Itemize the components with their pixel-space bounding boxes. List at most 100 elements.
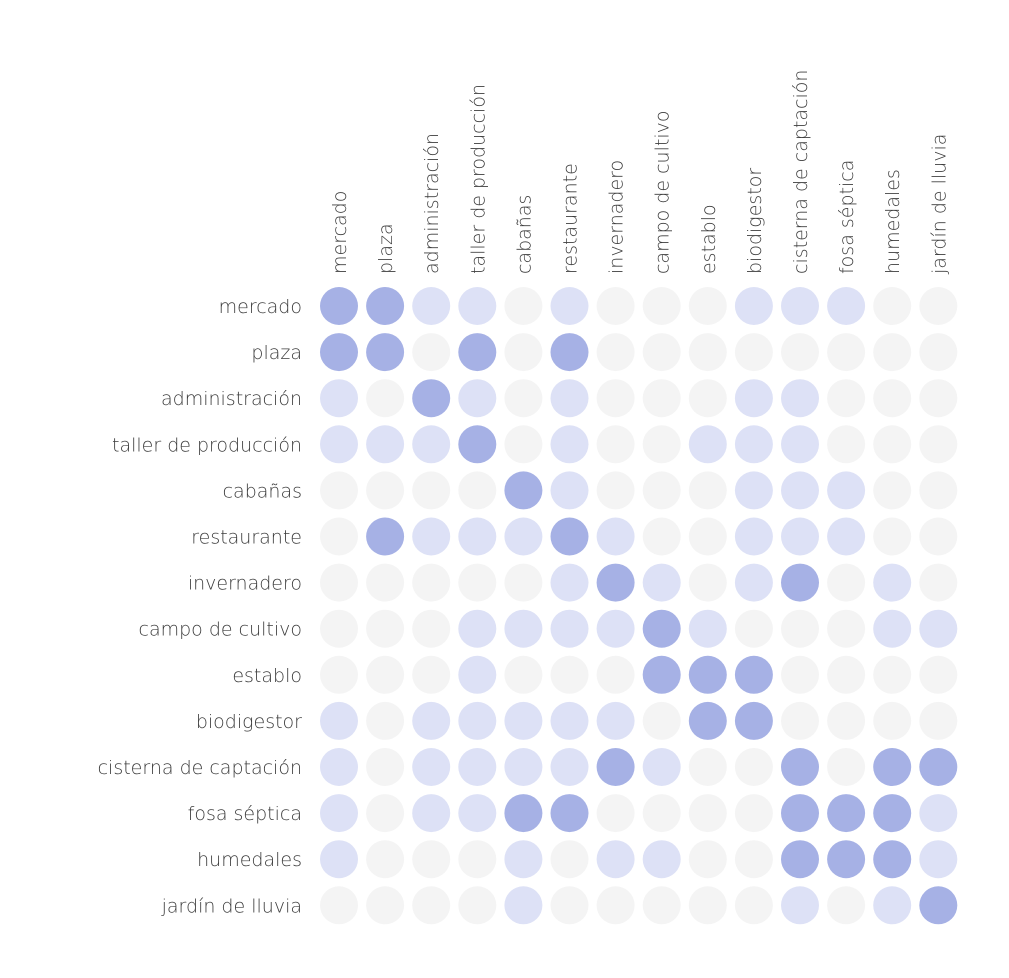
- cell-restaurante-x-campo-de-cultivo: [642, 517, 681, 556]
- cell-invernadero-x-taller-de-produccion: [458, 563, 497, 602]
- cell-biodigestor-x-cabanas: [504, 701, 543, 740]
- cell-administracion-x-administracion: [412, 379, 451, 418]
- cell-establo-x-biodigestor: [734, 655, 773, 694]
- cell-campo-de-cultivo-x-plaza: [366, 609, 405, 648]
- cell-plaza-x-cabanas: [504, 333, 543, 372]
- cell-cisterna-de-captacion-x-establo: [688, 748, 727, 786]
- cell-restaurante-x-fosa-septica: [827, 517, 866, 556]
- row-label-invernadero: invernadero: [188, 573, 302, 595]
- cell-campo-de-cultivo-x-restaurante: [550, 609, 589, 648]
- cell-restaurante-x-cisterna-de-captacion: [781, 517, 819, 556]
- cell-taller-de-produccion-x-plaza: [366, 425, 405, 464]
- cell-administracion-x-plaza: [366, 379, 405, 418]
- row-label-campo-de-cultivo: campo de cultivo: [139, 619, 302, 641]
- cell-establo-x-humedales: [873, 655, 912, 694]
- cell-cabanas-x-administracion: [412, 471, 451, 510]
- cell-humedales-x-plaza: [366, 840, 405, 879]
- row-label-mercado: mercado: [219, 296, 302, 318]
- cell-fosa-septica-x-establo: [688, 794, 727, 833]
- cell-cisterna-de-captacion-x-cabanas: [504, 748, 543, 786]
- cell-mercado-x-restaurante: [550, 287, 589, 325]
- cell-fosa-septica-x-jardin-de-lluvia: [919, 794, 958, 833]
- cell-fosa-septica-x-plaza: [366, 794, 405, 833]
- cell-invernadero-x-fosa-septica: [827, 563, 866, 602]
- cell-administracion-x-mercado: [320, 379, 358, 418]
- cell-plaza-x-campo-de-cultivo: [642, 333, 681, 372]
- cell-fosa-septica-x-cabanas: [504, 794, 543, 833]
- cell-cisterna-de-captacion-x-administracion: [412, 748, 451, 786]
- row-label-restaurante: restaurante: [191, 527, 302, 549]
- cell-fosa-septica-x-campo-de-cultivo: [642, 794, 681, 833]
- cell-plaza-x-cisterna-de-captacion: [781, 333, 819, 372]
- cell-invernadero-x-administracion: [412, 563, 451, 602]
- row-label-biodigestor: biodigestor: [196, 711, 302, 733]
- cell-plaza-x-plaza: [366, 333, 405, 372]
- cell-mercado-x-campo-de-cultivo: [642, 287, 681, 325]
- cell-fosa-septica-x-taller-de-produccion: [458, 794, 497, 833]
- cell-taller-de-produccion-x-restaurante: [550, 425, 589, 464]
- cell-restaurante-x-mercado: [320, 517, 358, 556]
- cell-invernadero-x-restaurante: [550, 563, 589, 602]
- cell-administracion-x-cisterna-de-captacion: [781, 379, 819, 418]
- cell-mercado-x-establo: [688, 287, 727, 325]
- cell-plaza-x-establo: [688, 333, 727, 372]
- cell-jardin-de-lluvia-x-taller-de-produccion: [458, 886, 497, 925]
- cell-jardin-de-lluvia-x-restaurante: [550, 886, 589, 925]
- cell-campo-de-cultivo-x-biodigestor: [734, 609, 773, 648]
- cell-cisterna-de-captacion-x-taller-de-produccion: [458, 748, 497, 786]
- cell-cabanas-x-restaurante: [550, 471, 589, 510]
- matrix-cells: [320, 287, 958, 925]
- column-label-cabanas: cabañas: [513, 195, 535, 274]
- cell-cisterna-de-captacion-x-restaurante: [550, 748, 589, 786]
- cell-jardin-de-lluvia-x-administracion: [412, 886, 451, 925]
- cell-taller-de-produccion-x-mercado: [320, 425, 358, 464]
- cell-establo-x-campo-de-cultivo: [642, 655, 681, 694]
- cell-cabanas-x-fosa-septica: [827, 471, 866, 510]
- row-label-humedales: humedales: [197, 849, 302, 871]
- cell-administracion-x-humedales: [873, 379, 912, 418]
- row-label-cisterna-de-captacion: cisterna de captación: [98, 757, 302, 779]
- row-label-taller-de-produccion: taller de producción: [112, 434, 302, 456]
- column-label-cisterna-de-captacion: cisterna de captación: [790, 70, 812, 274]
- cell-taller-de-produccion-x-administracion: [412, 425, 451, 464]
- cell-plaza-x-humedales: [873, 333, 912, 372]
- cell-taller-de-produccion-x-biodigestor: [734, 425, 773, 464]
- cell-campo-de-cultivo-x-cabanas: [504, 609, 543, 648]
- cell-humedales-x-humedales: [873, 840, 912, 879]
- cell-humedales-x-cabanas: [504, 840, 543, 879]
- cell-jardin-de-lluvia-x-campo-de-cultivo: [642, 886, 681, 925]
- row-label-establo: establo: [232, 665, 302, 687]
- column-label-humedales: humedales: [882, 169, 904, 274]
- cell-taller-de-produccion-x-invernadero: [596, 425, 635, 464]
- cell-cabanas-x-mercado: [320, 471, 358, 510]
- cell-fosa-septica-x-fosa-septica: [827, 794, 866, 833]
- cell-restaurante-x-taller-de-produccion: [458, 517, 497, 556]
- cell-mercado-x-taller-de-produccion: [458, 287, 497, 325]
- cell-cisterna-de-captacion-x-plaza: [366, 748, 405, 786]
- cell-campo-de-cultivo-x-campo-de-cultivo: [642, 609, 681, 648]
- cell-jardin-de-lluvia-x-invernadero: [596, 886, 635, 925]
- cell-campo-de-cultivo-x-establo: [688, 609, 727, 648]
- cell-biodigestor-x-jardin-de-lluvia: [919, 701, 958, 740]
- cell-plaza-x-jardin-de-lluvia: [919, 333, 958, 372]
- cell-taller-de-produccion-x-humedales: [873, 425, 912, 464]
- cell-plaza-x-taller-de-produccion: [458, 333, 497, 372]
- cell-humedales-x-cisterna-de-captacion: [781, 840, 819, 879]
- cell-administracion-x-taller-de-produccion: [458, 379, 497, 418]
- cell-establo-x-cisterna-de-captacion: [781, 655, 819, 694]
- cell-plaza-x-fosa-septica: [827, 333, 866, 372]
- column-label-biodigestor: biodigestor: [744, 168, 766, 274]
- cell-campo-de-cultivo-x-administracion: [412, 609, 451, 648]
- cell-restaurante-x-jardin-de-lluvia: [919, 517, 958, 556]
- cell-cisterna-de-captacion-x-campo-de-cultivo: [642, 748, 681, 786]
- cell-cisterna-de-captacion-x-invernadero: [596, 748, 635, 786]
- column-label-mercado: mercado: [329, 191, 351, 274]
- cell-humedales-x-mercado: [320, 840, 358, 879]
- column-label-plaza: plaza: [375, 223, 397, 274]
- column-label-fosa-septica: fosa séptica: [836, 160, 858, 274]
- cell-administracion-x-establo: [688, 379, 727, 418]
- cell-humedales-x-administracion: [412, 840, 451, 879]
- cell-cabanas-x-invernadero: [596, 471, 635, 510]
- cell-fosa-septica-x-mercado: [320, 794, 358, 833]
- cell-cisterna-de-captacion-x-cisterna-de-captacion: [781, 748, 819, 786]
